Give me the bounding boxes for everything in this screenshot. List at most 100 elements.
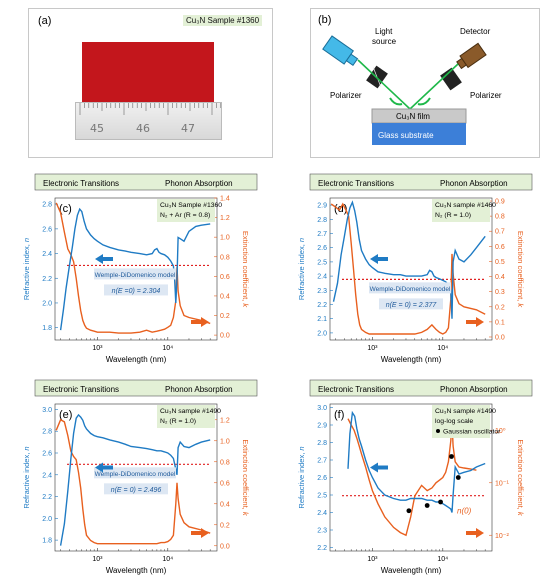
ruler-number-46: 46	[136, 122, 150, 135]
n-axis-arrow-icon	[370, 462, 388, 473]
banner-left-label: Electronic Transitions	[318, 385, 394, 394]
k-tick-label: 1.2	[220, 215, 230, 222]
k-tick-label: 0.0	[220, 333, 230, 340]
x-axis-label: Wavelength (nm)	[381, 355, 442, 364]
n-tick-label: 2.2	[42, 276, 52, 283]
k-tick-label: 0.1	[495, 319, 505, 326]
n-tick-label: 2.3	[317, 288, 327, 295]
k-axis-label: Extinction coefficient, k	[241, 231, 250, 308]
k-axis-arrow-icon	[466, 317, 484, 327]
k-tick-label: 0.2	[220, 313, 230, 320]
k-axis-label: Extinction coefficient, k	[516, 231, 525, 308]
n-tick-label: 2.4	[317, 274, 327, 281]
banner-left-label: Electronic Transitions	[43, 179, 119, 188]
sample-info: Cu₃N sample #1490 log-log scale Gaussian o…	[432, 405, 501, 438]
sample-condition: log-log scale	[435, 418, 473, 425]
k-tick-label: 0.4	[495, 274, 505, 281]
banner-right-label: Phonon Absorption	[165, 385, 233, 394]
n-tick-label: 2.9	[317, 423, 327, 430]
k-tick-label: 0.4	[220, 501, 230, 508]
n-axis-label-var: n	[22, 238, 31, 242]
ruler-ticks	[79, 103, 222, 115]
sample-info: Cu₃N Sample #1360 N₂ + Ar (R = 0.8)	[157, 199, 222, 222]
n-tick-label: 2.2	[317, 302, 327, 309]
k-axis-arrow-icon	[191, 317, 209, 327]
model-value: n(E = 0) = 2.377	[386, 302, 438, 309]
n-tick-label: 2.4	[42, 472, 52, 479]
n-tick-label: 2.4	[42, 251, 52, 258]
banner-left-label: Electronic Transitions	[43, 385, 119, 394]
chart-e: Electronic Transitions Phonon Absorption (…	[22, 379, 258, 575]
model-name-box	[369, 282, 451, 294]
n-tick-label: 2.4	[317, 510, 327, 517]
n-axis-label-var: n	[22, 446, 31, 450]
panel-b-label: (b)	[318, 14, 331, 26]
k-series-line	[55, 418, 211, 545]
k-tick-label: 10⁻²	[495, 533, 509, 540]
k-tick-label: 10⁰	[495, 427, 506, 435]
model-value-box	[379, 298, 443, 310]
model-name: Wemple-DiDomenico model	[370, 286, 451, 293]
gaussian-legend-label: Gaussian oscillator	[443, 429, 501, 436]
substrate-label: Glass substrate	[378, 131, 434, 140]
k-series-line	[330, 202, 486, 335]
model-value-box	[104, 483, 168, 495]
chart-c: Electronic Transitions Phonon Absorption (…	[22, 173, 258, 364]
n-axis-label-var: n	[297, 446, 306, 450]
banner-left-label: Electronic Transitions	[318, 179, 394, 188]
banner: Electronic Transitions Phonon Absorption	[309, 173, 533, 191]
n-tick-label: 2.2	[42, 494, 52, 501]
k-tick-label: 0.4	[220, 293, 230, 300]
k-tick-label: 0.5	[495, 259, 505, 266]
model-name: Wemple-DiDomenico model	[95, 272, 176, 279]
polarizer-right-icon	[440, 67, 462, 91]
reflected-beam	[409, 63, 459, 110]
x-tick-label: 10⁴	[162, 345, 173, 352]
sample-condition: N₂ + Ar (R = 0.8)	[160, 212, 210, 219]
n-axis-label: Refractive index, n	[297, 446, 306, 508]
n-tick-label: 2.5	[317, 259, 327, 266]
n-tick-label: 1.8	[42, 538, 52, 545]
light-source-icon	[322, 35, 359, 67]
x-tick-label: 10³	[92, 345, 103, 352]
x-axis-label: Wavelength (nm)	[106, 355, 167, 364]
k-tick-label: 0.8	[220, 459, 230, 466]
banner: Electronic Transitions Phonon Absorption	[34, 379, 258, 397]
model-name: Wemple-DiDomenico model	[95, 471, 176, 478]
k-axis-label-var: k	[516, 303, 525, 308]
n-axis-label: Refractive index, n	[297, 238, 306, 300]
n-axis-label-var: n	[297, 238, 306, 242]
chart-d: Electronic Transitions Phonon Absorption(…	[297, 173, 533, 364]
light-source-label-1: Light	[375, 27, 393, 36]
film-label: Cu₃N film	[396, 112, 430, 121]
rotation-arrow-left-icon	[389, 97, 403, 106]
n-series-line	[332, 200, 486, 319]
n-tick-label: 2.6	[42, 226, 52, 233]
n-axis-label: Refractive index, n	[22, 446, 31, 508]
model-value: n(E = 0) = 2.496	[111, 487, 162, 494]
x-tick-label: 10⁴	[437, 345, 448, 352]
gaussian-oscillator-point	[438, 499, 443, 505]
sample-condition: N₂ (R = 1.0)	[435, 212, 471, 219]
banner: Electronic Transitions Phonon Absorption	[309, 379, 533, 397]
sample-name: Cu₃N sample #1460	[435, 202, 496, 209]
k-tick-label: 0.3	[495, 289, 505, 296]
polarizer-right-label: Polarizer	[470, 91, 502, 100]
n-axis-label-text: Refractive index,	[297, 242, 306, 300]
n-tick-label: 2.8	[42, 429, 52, 436]
ruler-number-47: 47	[181, 122, 195, 135]
n-tick-label: 2.8	[317, 217, 327, 224]
x-tick-label: 10³	[92, 556, 103, 563]
k-tick-label: 0.8	[220, 254, 230, 261]
k-tick-label: 1.0	[220, 438, 230, 445]
n-tick-label: 2.1	[317, 316, 327, 323]
plot-area	[329, 197, 493, 341]
sample-name: Cu₃N sample #1490	[160, 408, 221, 415]
n-series-line	[59, 413, 211, 546]
n-tick-label: 2.7	[317, 458, 327, 465]
x-axis-label: Wavelength (nm)	[106, 566, 167, 575]
n-tick-label: 2.8	[42, 202, 52, 209]
gaussian-oscillator-point	[455, 475, 461, 480]
k-tick-label: 10⁻¹	[495, 480, 509, 487]
k-axis-label-text: Extinction coefficient,	[516, 439, 525, 511]
